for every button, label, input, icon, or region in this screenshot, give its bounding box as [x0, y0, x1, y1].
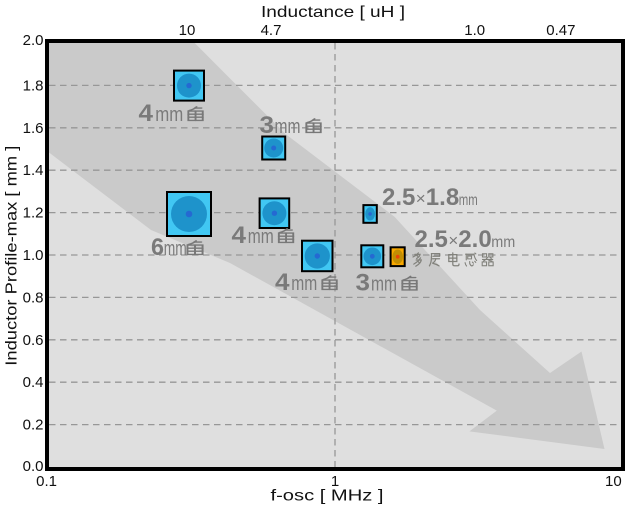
svg-text:3: 3: [356, 270, 371, 297]
svg-text:f-osc [ MHz ]: f-osc [ MHz ]: [271, 488, 384, 505]
svg-text:mm: mm: [371, 274, 397, 296]
svg-text:4: 4: [139, 100, 154, 127]
svg-text:3: 3: [260, 112, 275, 139]
svg-text:4: 4: [232, 222, 247, 249]
svg-text:0.4: 0.4: [23, 374, 44, 391]
svg-text:6: 6: [151, 234, 164, 261]
svg-text:1.2: 1.2: [23, 205, 44, 222]
svg-text:2.0: 2.0: [23, 32, 44, 49]
svg-text:0.6: 0.6: [23, 332, 44, 349]
svg-text:1: 1: [331, 473, 339, 490]
svg-text:0.0: 0.0: [23, 458, 44, 475]
svg-text:4.7: 4.7: [261, 22, 282, 39]
svg-text:×: ×: [416, 189, 426, 208]
svg-text:0.1: 0.1: [36, 473, 57, 490]
svg-text:1.8: 1.8: [426, 184, 459, 211]
svg-text:1.4: 1.4: [23, 162, 44, 179]
svg-text:2.5: 2.5: [415, 226, 448, 253]
svg-text:mm: mm: [459, 192, 478, 209]
svg-text:×: ×: [448, 231, 458, 250]
svg-text:mm: mm: [164, 238, 187, 260]
svg-text:10: 10: [605, 473, 622, 490]
svg-text:mm: mm: [155, 104, 183, 126]
svg-text:Inductance [ uH ]: Inductance [ uH ]: [261, 4, 405, 21]
svg-text:2.0: 2.0: [458, 226, 491, 253]
svg-text:2.5: 2.5: [382, 184, 415, 211]
svg-text:1.6: 1.6: [23, 120, 44, 137]
svg-text:mm: mm: [491, 234, 515, 251]
svg-text:mm: mm: [275, 116, 301, 138]
svg-text:0.2: 0.2: [23, 417, 44, 434]
svg-text:0.47: 0.47: [546, 22, 575, 39]
svg-text:Inductor Profile-max [ mm ]: Inductor Profile-max [ mm ]: [4, 146, 21, 366]
svg-text:0.8: 0.8: [23, 289, 44, 306]
svg-text:4: 4: [275, 269, 290, 296]
svg-text:1.0: 1.0: [23, 247, 44, 264]
svg-text:1.8: 1.8: [23, 77, 44, 94]
svg-text:10: 10: [179, 22, 196, 39]
svg-text:mm: mm: [248, 226, 274, 248]
svg-text:1.0: 1.0: [464, 22, 485, 39]
svg-text:mm: mm: [291, 273, 317, 295]
